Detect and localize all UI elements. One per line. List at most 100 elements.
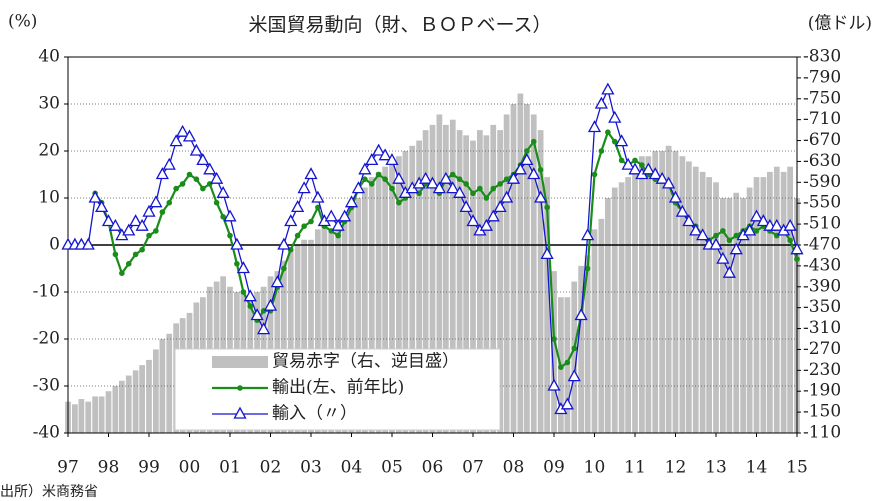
point (173, 185, 179, 192)
point (112, 251, 119, 258)
point (344, 195, 359, 208)
point (537, 167, 544, 173)
point (122, 223, 136, 236)
bar (787, 166, 793, 433)
y2-tick-label: -270 (803, 339, 841, 359)
point (301, 223, 307, 229)
bar (753, 177, 760, 433)
y2-tick-label: -510 (803, 214, 841, 234)
y-tick-label: -40 (33, 423, 60, 443)
point (470, 190, 476, 197)
point (601, 82, 615, 95)
point (257, 322, 271, 335)
point (382, 176, 388, 182)
point (203, 162, 217, 175)
bar (571, 281, 578, 433)
point (169, 134, 183, 147)
point (166, 199, 173, 206)
bar (301, 239, 307, 433)
bar (382, 166, 388, 433)
bar (368, 177, 375, 433)
bar (153, 349, 159, 433)
point (237, 385, 243, 391)
point (200, 185, 206, 192)
point (389, 185, 395, 192)
bar (578, 265, 585, 433)
point (291, 200, 305, 213)
y2-tick-label: -790 (803, 67, 841, 87)
point (479, 218, 493, 231)
y-tick-label: 10 (38, 188, 60, 208)
bar (429, 124, 436, 433)
point (425, 176, 440, 189)
point (263, 298, 278, 311)
y-tick-label: -30 (33, 376, 60, 396)
point (378, 148, 392, 161)
point (129, 214, 143, 227)
y2-tick-label: -470 (803, 235, 841, 255)
point (297, 181, 311, 194)
point (790, 242, 804, 255)
chart-title: 米国貿易動向（財、ＢＯＰベース） (248, 14, 551, 36)
point (527, 167, 541, 180)
x-tick-label: 04 (341, 458, 363, 478)
point (375, 171, 382, 178)
bar (402, 151, 409, 433)
bar (591, 229, 598, 433)
bar (375, 171, 382, 433)
point (338, 209, 352, 222)
bar (85, 401, 92, 433)
y-tick-label: -20 (33, 329, 60, 349)
y2-tick-label: -150 (803, 402, 841, 422)
x-tick-label: 99 (138, 458, 160, 478)
point (281, 265, 287, 272)
point (396, 199, 402, 206)
bar (328, 229, 335, 433)
point (463, 181, 469, 187)
point (365, 153, 379, 166)
point (655, 171, 669, 184)
x-tick-label: 08 (503, 458, 525, 478)
y2-tick-label: -310 (803, 318, 841, 338)
point (618, 157, 625, 164)
x-tick-label: 01 (219, 458, 241, 478)
bar (341, 213, 348, 433)
bar (287, 250, 294, 433)
point (783, 218, 797, 231)
bar (159, 339, 166, 433)
point (716, 251, 730, 264)
point (709, 237, 723, 250)
bar (477, 130, 483, 433)
bar (361, 187, 368, 433)
point (189, 143, 203, 156)
point (240, 289, 247, 295)
point (368, 181, 375, 187)
bar (442, 124, 449, 433)
bar (416, 140, 423, 434)
point (196, 153, 210, 166)
point (696, 228, 710, 241)
y2-tick-label: -550 (803, 193, 841, 213)
bar (125, 375, 132, 433)
point (503, 176, 510, 182)
point (234, 261, 240, 267)
point (506, 171, 521, 184)
bar (118, 380, 125, 433)
bar (355, 198, 362, 433)
x-tick-label: 13 (705, 458, 727, 478)
x-tick-label: 10 (584, 458, 606, 478)
point (608, 110, 622, 123)
point (153, 228, 159, 234)
point (456, 176, 463, 182)
point (749, 209, 764, 222)
point (668, 190, 683, 203)
point (675, 204, 689, 217)
bar (746, 187, 753, 433)
point (591, 171, 598, 178)
point (233, 406, 247, 419)
point (530, 138, 537, 145)
bar (733, 192, 740, 433)
point (544, 204, 550, 211)
x-tick-label: 05 (381, 458, 403, 478)
bar (780, 171, 787, 433)
